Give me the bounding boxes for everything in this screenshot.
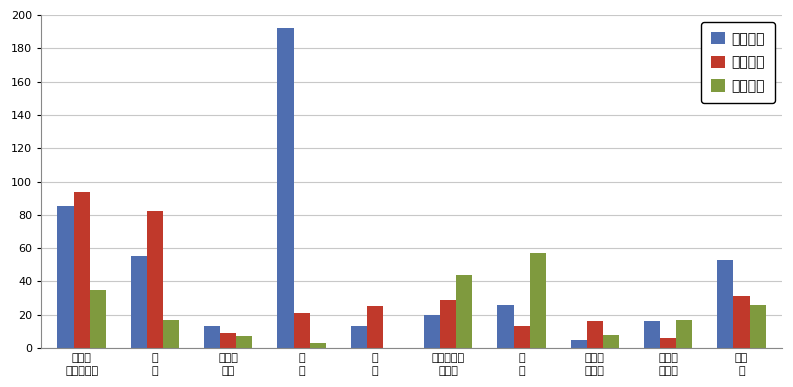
Bar <box>456 275 473 348</box>
Bar <box>660 338 676 348</box>
Bar <box>749 305 766 348</box>
Bar <box>367 307 383 348</box>
Bar <box>131 257 147 348</box>
Bar <box>440 300 456 348</box>
Bar <box>497 305 514 348</box>
Bar <box>734 296 749 348</box>
Bar <box>57 207 74 348</box>
Bar <box>676 320 692 348</box>
Bar <box>514 326 530 348</box>
Bar <box>163 320 179 348</box>
Bar <box>587 321 603 348</box>
Bar <box>530 253 546 348</box>
Bar <box>204 326 220 348</box>
Bar <box>309 343 326 348</box>
Bar <box>236 336 252 348</box>
Bar <box>147 211 163 348</box>
Bar <box>571 340 587 348</box>
Bar <box>644 321 660 348</box>
Bar <box>74 192 90 348</box>
Bar <box>351 326 367 348</box>
Bar <box>293 313 309 348</box>
Legend: 県外転入, 県外転出, 県内移動: 県外転入, 県外転出, 県内移動 <box>701 22 775 103</box>
Bar <box>603 335 619 348</box>
Bar <box>424 315 440 348</box>
Bar <box>220 333 236 348</box>
Bar <box>90 290 105 348</box>
Bar <box>278 28 293 348</box>
Bar <box>718 260 734 348</box>
